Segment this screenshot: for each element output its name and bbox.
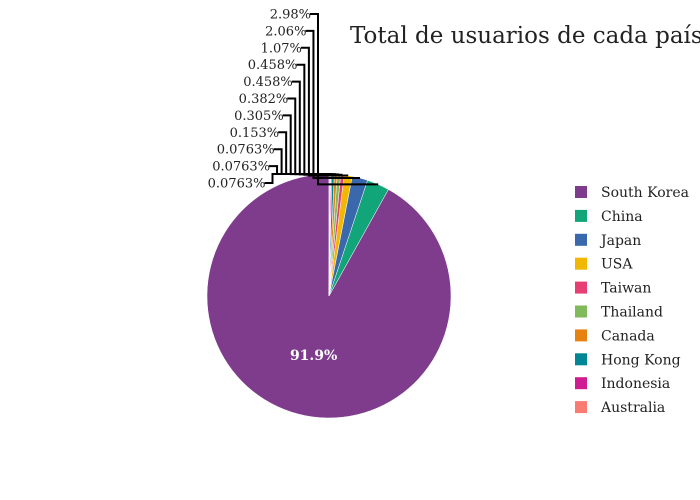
slice-label: 0.382%	[239, 92, 289, 107]
legend-item[interactable]: South Korea	[575, 185, 689, 201]
callout-leader-line	[264, 173, 330, 184]
legend-swatch	[575, 353, 587, 366]
slice-label: 0.0763%	[208, 177, 266, 192]
legend-label: Japan	[599, 233, 641, 249]
legend-swatch	[575, 329, 587, 342]
slice-label: 0.0763%	[217, 143, 275, 158]
legend-item[interactable]: Japan	[575, 233, 641, 249]
slice-label: 0.153%	[230, 126, 280, 141]
legend-swatch	[575, 401, 587, 414]
callout-leader-line	[282, 114, 334, 176]
legend-swatch	[575, 233, 587, 246]
legend-item[interactable]: Canada	[575, 328, 655, 344]
legend-swatch	[575, 377, 587, 390]
slice-label-main: 91.9%	[290, 348, 337, 364]
legend-label: Taiwan	[601, 281, 651, 297]
legend-swatch	[575, 209, 587, 222]
legend-item[interactable]: Taiwan	[575, 281, 651, 297]
callout-leader-line	[305, 29, 360, 179]
legend: South Korea China Japan USA Taiwan Thailand Ca…	[575, 185, 689, 416]
legend-swatch	[575, 186, 587, 198]
callout-leader-line	[310, 13, 379, 186]
legend-item[interactable]: Australia	[575, 400, 665, 416]
legend-label: Australia	[600, 400, 665, 416]
legend-swatch	[575, 305, 587, 318]
slice-label: 0.458%	[248, 58, 298, 73]
slice-label: 1.07%	[261, 41, 302, 56]
legend-label: China	[601, 209, 643, 225]
legend-swatch	[575, 281, 587, 294]
callout-leader-line	[291, 80, 339, 176]
callout-leader-line	[273, 148, 331, 176]
legend-label: South Korea	[601, 185, 689, 201]
pie-callout-labels: 2.98%2.06% 1.07% 0.458% 0.458% 0.382% 0.305% 0…	[208, 8, 379, 192]
legend-label: USA	[601, 257, 633, 273]
slice-label: 2.06%	[265, 24, 306, 39]
callout-leader-line	[287, 97, 336, 176]
legend-label: Indonesia	[601, 376, 670, 392]
slice-label: 0.458%	[243, 75, 293, 90]
legend-item[interactable]: USA	[575, 257, 633, 273]
legend-item[interactable]: Thailand	[575, 305, 663, 321]
callout-leader-line	[296, 63, 343, 176]
legend-label: Thailand	[601, 305, 663, 321]
slice-label: 2.98%	[270, 8, 311, 23]
legend-item[interactable]: Indonesia	[575, 376, 670, 392]
legend-label: Canada	[601, 328, 655, 344]
legend-item[interactable]: China	[575, 209, 643, 225]
legend-item[interactable]: Hong Kong	[575, 352, 681, 368]
pie-slices: 91.9%	[206, 173, 452, 419]
slice-label: 0.305%	[234, 109, 284, 124]
legend-label: Hong Kong	[601, 352, 681, 368]
callout-leader-line	[300, 46, 349, 177]
chart-title: Total de usuarios de cada país	[350, 23, 700, 49]
legend-swatch	[575, 257, 587, 270]
slice-label: 0.0763%	[212, 160, 270, 175]
